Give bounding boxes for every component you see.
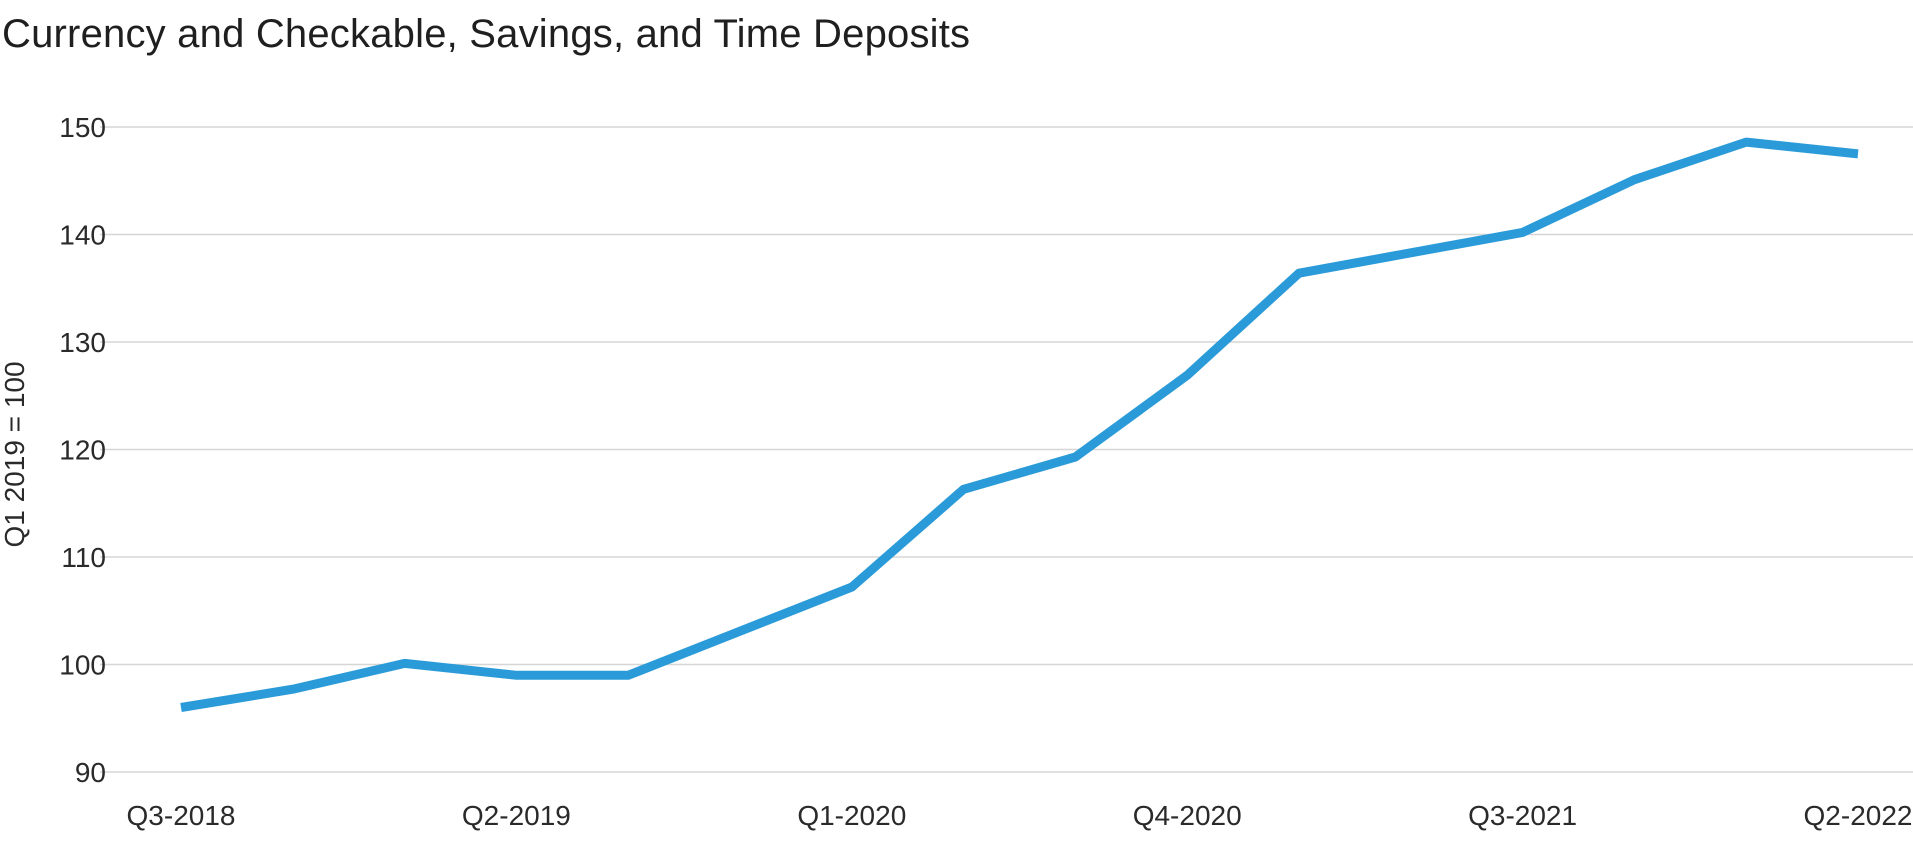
series-line-0 xyxy=(180,137,1859,712)
y-tick-label: 100 xyxy=(59,650,106,681)
y-tick-label: 130 xyxy=(59,327,106,358)
chart-title: Currency and Checkable, Savings, and Tim… xyxy=(2,12,971,56)
x-tick-label: Q1-2020 xyxy=(797,800,906,831)
y-tick-label: 120 xyxy=(59,435,106,466)
x-tick-label: Q2-2019 xyxy=(462,800,571,831)
x-tick-label: Q4-2020 xyxy=(1133,800,1242,831)
x-tick-label: Q2-2022 xyxy=(1804,800,1913,831)
y-axis-label: Q1 2019 = 100 xyxy=(0,361,30,547)
y-tick-label: 150 xyxy=(59,112,106,143)
x-axis-ticks: Q3-2018 Q2-2019 Q1-2020 Q4-2020 Q3-2021 Q2-20… xyxy=(127,800,1913,831)
y-tick-label: 140 xyxy=(59,220,106,251)
x-tick-label: Q3-2018 xyxy=(127,800,236,831)
y-axis-ticks: 90 100 110 120 130 140 150 xyxy=(59,112,106,788)
series-layer xyxy=(180,137,1859,712)
y-tick-label: 110 xyxy=(61,542,106,573)
x-tick-label: Q3-2021 xyxy=(1468,800,1577,831)
y-tick-label: 90 xyxy=(75,757,106,788)
